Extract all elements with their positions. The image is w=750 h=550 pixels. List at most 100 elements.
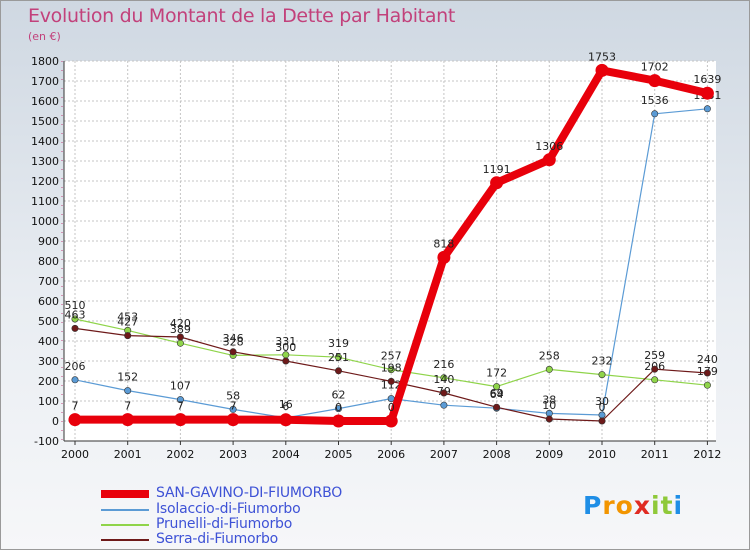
data-label: 10	[542, 399, 556, 412]
data-point	[176, 396, 184, 404]
data-label: 38	[542, 393, 556, 406]
y-tick-label: 1600	[31, 95, 59, 108]
data-label: 331	[275, 335, 296, 348]
data-point	[334, 367, 342, 375]
data-label: 30	[595, 395, 609, 408]
data-point	[176, 339, 184, 347]
logo-letter: i	[651, 491, 661, 520]
data-point	[545, 415, 553, 423]
legend-swatch	[101, 524, 149, 526]
y-tick-label: 800	[38, 255, 59, 268]
data-label: 319	[328, 337, 349, 350]
legend-label: SAN-GAVINO-DI-FIUMORBO	[156, 485, 343, 501]
data-label: 510	[65, 299, 86, 312]
data-label: 7	[72, 400, 79, 413]
data-point	[648, 74, 662, 88]
data-point	[703, 381, 711, 389]
x-tick-label: 2007	[430, 448, 458, 461]
data-point	[598, 417, 606, 425]
data-point	[229, 405, 237, 413]
data-point	[226, 413, 240, 427]
x-tick-label: 2002	[166, 448, 194, 461]
data-point	[332, 414, 345, 428]
data-point	[493, 383, 501, 391]
y-tick-label: 0	[52, 415, 59, 428]
data-point	[440, 389, 448, 397]
x-tick-label: 2011	[641, 448, 669, 461]
data-point	[68, 413, 82, 427]
data-label: 16	[279, 398, 293, 411]
data-label: 58	[226, 389, 240, 402]
data-point	[703, 369, 711, 377]
y-tick-label: 100	[38, 395, 59, 408]
y-tick-label: 200	[38, 375, 59, 388]
data-label: 232	[592, 355, 613, 368]
data-point	[173, 413, 187, 427]
data-label: 389	[170, 323, 191, 336]
y-tick-label: 300	[38, 355, 59, 368]
data-point	[176, 333, 184, 341]
y-tick-label: 700	[38, 275, 59, 288]
data-label: 420	[170, 317, 191, 330]
y-tick-label: 1400	[31, 135, 59, 148]
y-tick-label: 1500	[31, 115, 59, 128]
y-tick-label: 500	[38, 315, 59, 328]
data-point	[384, 414, 398, 428]
data-point	[651, 110, 659, 118]
data-label: 64	[490, 388, 504, 401]
data-label: 0	[599, 401, 606, 414]
data-label: 140	[433, 373, 454, 386]
data-point	[440, 374, 448, 382]
data-point	[703, 105, 711, 113]
data-label: 152	[117, 371, 138, 384]
y-tick-label: 400	[38, 335, 59, 348]
x-tick-label: 2012	[693, 448, 721, 461]
data-label: 7	[177, 400, 184, 413]
data-point	[437, 250, 451, 264]
legend-swatch	[101, 509, 149, 511]
x-tick-label: 2010	[588, 448, 616, 461]
data-point	[700, 86, 714, 100]
data-label: 1306	[535, 140, 563, 153]
data-point	[598, 371, 606, 379]
data-label: 240	[697, 353, 718, 366]
y-tick-label: 1200	[31, 175, 59, 188]
data-label: 172	[486, 367, 507, 380]
x-tick-label: 2004	[272, 448, 300, 461]
data-point	[334, 353, 342, 361]
legend-swatch	[101, 490, 149, 498]
data-point	[545, 365, 553, 373]
y-tick-label: 1700	[31, 75, 59, 88]
data-point	[282, 357, 290, 365]
x-tick-label: 2009	[535, 448, 563, 461]
data-point	[71, 376, 79, 384]
y-tick-label: -100	[34, 435, 59, 448]
legend-label: Isolaccio-di-Fiumorbo	[156, 501, 301, 517]
data-label: 0	[388, 401, 395, 414]
logo-letter: P	[583, 491, 603, 520]
data-label: 259	[644, 349, 665, 362]
plot-area	[64, 61, 716, 441]
x-tick-label: 2001	[114, 448, 142, 461]
data-point	[124, 387, 132, 395]
data-point	[334, 405, 342, 413]
y-tick-label: 1800	[31, 55, 59, 68]
x-tick-label: 2005	[325, 448, 353, 461]
data-label: 107	[170, 380, 191, 393]
y-tick-label: 600	[38, 295, 59, 308]
data-label: 7	[124, 400, 131, 413]
chart-title: Evolution du Montant de la Dette par Hab…	[28, 5, 456, 27]
y-tick-label: 1100	[31, 195, 59, 208]
data-label: 0	[335, 401, 342, 414]
data-label: 346	[223, 332, 244, 345]
y-tick-label: 1000	[31, 215, 59, 228]
data-label: 7	[230, 400, 237, 413]
legend-swatch	[101, 539, 149, 541]
data-point	[651, 376, 659, 384]
data-point	[124, 332, 132, 340]
series-prunelli-di-fiumorbo: 510453389328331319257216172258232206179	[65, 299, 718, 391]
y-tick-label: 1300	[31, 155, 59, 168]
